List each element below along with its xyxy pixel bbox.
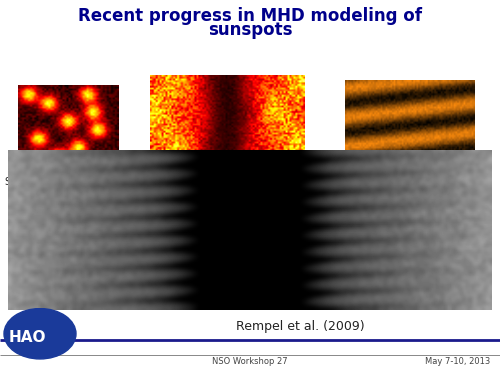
Text: May 7-10, 2013: May 7-10, 2013 — [425, 357, 490, 366]
Text: HAO: HAO — [8, 330, 46, 345]
Text: Scharmer et al. (2008): Scharmer et al. (2008) — [172, 194, 282, 204]
Circle shape — [4, 309, 76, 359]
Text: Schüssler & Vögler (2006): Schüssler & Vögler (2006) — [4, 177, 132, 187]
Text: Kitiashvili et al. (2009): Kitiashvili et al. (2009) — [355, 177, 465, 187]
Text: NSO Workshop 27: NSO Workshop 27 — [212, 357, 288, 366]
Text: Rempel et al. (2009): Rempel et al. (2009) — [236, 320, 364, 333]
Text: Heinemann et al. (2007): Heinemann et al. (2007) — [167, 185, 287, 195]
Text: Recent progress in MHD modeling of: Recent progress in MHD modeling of — [78, 7, 422, 25]
Text: sunspots: sunspots — [208, 21, 292, 39]
